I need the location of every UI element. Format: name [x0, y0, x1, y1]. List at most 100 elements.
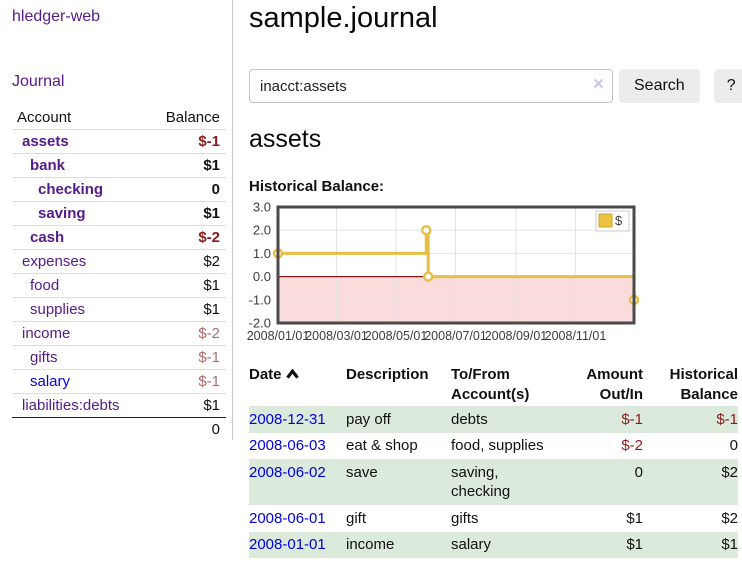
- register-header-date[interactable]: Date: [249, 363, 346, 406]
- sidebar-account-link-expenses[interactable]: expenses: [22, 253, 87, 270]
- account-balance: $-2: [149, 225, 226, 250]
- sidebar-account-link-supplies[interactable]: supplies: [30, 301, 86, 318]
- sidebar-account-link-cash[interactable]: cash: [30, 229, 65, 246]
- account-balance: $-2: [149, 321, 226, 346]
- account-row: saving $1: [12, 201, 226, 226]
- accounts-header-balance: Balance: [165, 109, 220, 126]
- svg-text:2008/01/01: 2008/01/01: [247, 329, 310, 343]
- transaction-row: 2008-12-31 pay off debts $-1 $-1: [249, 406, 738, 433]
- transaction-amount: $-2: [621, 437, 643, 454]
- transaction-accounts: salary: [451, 536, 492, 553]
- svg-text:2.0: 2.0: [253, 223, 271, 238]
- transaction-balance: $2: [721, 509, 738, 527]
- transaction-description: save: [346, 463, 378, 481]
- account-balance: $1: [149, 297, 226, 322]
- register-header-amount: Amount Out/In: [586, 366, 643, 403]
- transaction-accounts: food, supplies: [451, 437, 544, 454]
- account-row: salary $-1: [12, 369, 226, 394]
- transaction-accounts: debts: [451, 410, 488, 428]
- register-header-row: Date Description To/From Account(s) Amou…: [249, 363, 738, 406]
- account-row: income $-2: [12, 321, 226, 346]
- transaction-description: gift: [346, 509, 367, 527]
- sidebar-account-link-liabilities-debts[interactable]: liabilities:debts: [22, 397, 120, 414]
- sidebar-account-link-assets[interactable]: assets: [22, 133, 69, 150]
- transaction-date-link[interactable]: 2008-06-03: [249, 437, 326, 454]
- accounts-header-row: Account Balance: [12, 106, 226, 130]
- sidebar-account-link-gifts[interactable]: gifts: [30, 349, 58, 366]
- account-balance: $-1: [149, 369, 226, 394]
- transaction-balance: 0: [729, 437, 738, 454]
- account-row: cash $-2: [12, 225, 226, 250]
- transaction-date-link[interactable]: 2008-06-02: [249, 463, 326, 481]
- account-balance: $1: [149, 201, 226, 226]
- account-balance: $1: [149, 393, 226, 418]
- transaction-balance: $1: [721, 536, 738, 553]
- sidebar-account-link-income[interactable]: income: [22, 325, 71, 342]
- transaction-balance: $-1: [716, 410, 738, 428]
- account-row: bank $1: [12, 153, 226, 178]
- sidebar-account-link-food[interactable]: food: [30, 277, 60, 294]
- svg-text:2008/09/01: 2008/09/01: [485, 329, 548, 343]
- clear-search-icon[interactable]: ×: [592, 74, 604, 95]
- transaction-description: income: [346, 536, 395, 553]
- account-row: expenses $2: [12, 249, 226, 274]
- transaction-row: 2008-06-01 gift gifts $1 $2: [249, 505, 738, 532]
- help-button[interactable]: ?: [713, 69, 742, 103]
- transaction-description: eat & shop: [346, 437, 418, 454]
- sidebar-item-journal[interactable]: Journal: [12, 73, 65, 90]
- account-heading: assets: [249, 125, 322, 153]
- transaction-row: 2008-06-02 save saving, checking 0 $2: [249, 459, 738, 505]
- account-balance: $1: [149, 153, 226, 178]
- account-row: checking 0: [12, 177, 226, 202]
- svg-text:2008/11/01: 2008/11/01: [545, 329, 607, 343]
- search-input[interactable]: [249, 69, 613, 103]
- account-row: food $1: [12, 273, 226, 298]
- transaction-description: pay off: [346, 410, 391, 428]
- sidebar-account-link-checking[interactable]: checking: [38, 181, 104, 198]
- app-title-link[interactable]: hledger-web: [12, 8, 101, 25]
- transaction-balance: $2: [721, 463, 738, 481]
- account-row: gifts $-1: [12, 345, 226, 370]
- svg-text:-2.0: -2.0: [249, 316, 271, 331]
- page-title: sample.journal: [249, 2, 438, 34]
- accounts-total-value: 0: [12, 417, 226, 441]
- chart-label: Historical Balance:: [249, 178, 385, 195]
- transaction-accounts: saving, checking: [451, 463, 511, 501]
- svg-text:2008/07/01: 2008/07/01: [424, 329, 487, 343]
- date-header-label: Date: [249, 366, 282, 383]
- accounts-table: Account Balance assets $-1 bank $1 checking 0…: [12, 106, 226, 441]
- svg-text:1.0: 1.0: [253, 246, 271, 261]
- sidebar-account-link-saving[interactable]: saving: [38, 205, 86, 222]
- transaction-date-link[interactable]: 2008-01-01: [249, 536, 326, 553]
- transaction-accounts: gifts: [451, 509, 479, 527]
- register-header-accounts: To/From Account(s): [451, 366, 530, 403]
- svg-text:3.0: 3.0: [253, 200, 271, 215]
- register-table: Date Description To/From Account(s) Amou…: [249, 363, 738, 558]
- account-row: liabilities:debts $1: [12, 393, 226, 418]
- transaction-amount: $1: [626, 509, 643, 527]
- sidebar: hledger-web Journal Account Balance asse…: [0, 0, 233, 441]
- transaction-amount: $1: [626, 536, 643, 553]
- transaction-date-link[interactable]: 2008-12-31: [249, 410, 326, 428]
- account-balance: $1: [149, 273, 226, 298]
- search-button[interactable]: Search: [619, 69, 700, 103]
- account-row: supplies $1: [12, 297, 226, 322]
- register-header-description: Description: [346, 366, 429, 383]
- transaction-amount: 0: [634, 463, 643, 481]
- account-balance: 0: [149, 177, 226, 202]
- transaction-amount: $-1: [621, 410, 643, 428]
- transaction-date-link[interactable]: 2008-06-01: [249, 509, 326, 527]
- sidebar-account-link-bank[interactable]: bank: [30, 157, 66, 174]
- account-row: assets $-1: [12, 129, 226, 154]
- sort-ascending-icon: [285, 368, 299, 379]
- svg-text:2008/03/01: 2008/03/01: [305, 329, 368, 343]
- search-form: × Search ?: [249, 69, 742, 103]
- svg-text:-1.0: -1.0: [249, 292, 271, 307]
- accounts-header-account: Account: [17, 109, 72, 126]
- svg-text:2008/05/01: 2008/05/01: [365, 329, 428, 343]
- historical-balance-chart: $ -2.0 -1.0 0.0 1.0 2.0 3.0 2008/01/012008/03/0…: [247, 200, 640, 343]
- svg-text:0.0: 0.0: [253, 269, 271, 284]
- transaction-row: 2008-01-01 income salary $1 $1: [249, 531, 738, 558]
- sidebar-account-link-salary[interactable]: salary: [30, 373, 71, 390]
